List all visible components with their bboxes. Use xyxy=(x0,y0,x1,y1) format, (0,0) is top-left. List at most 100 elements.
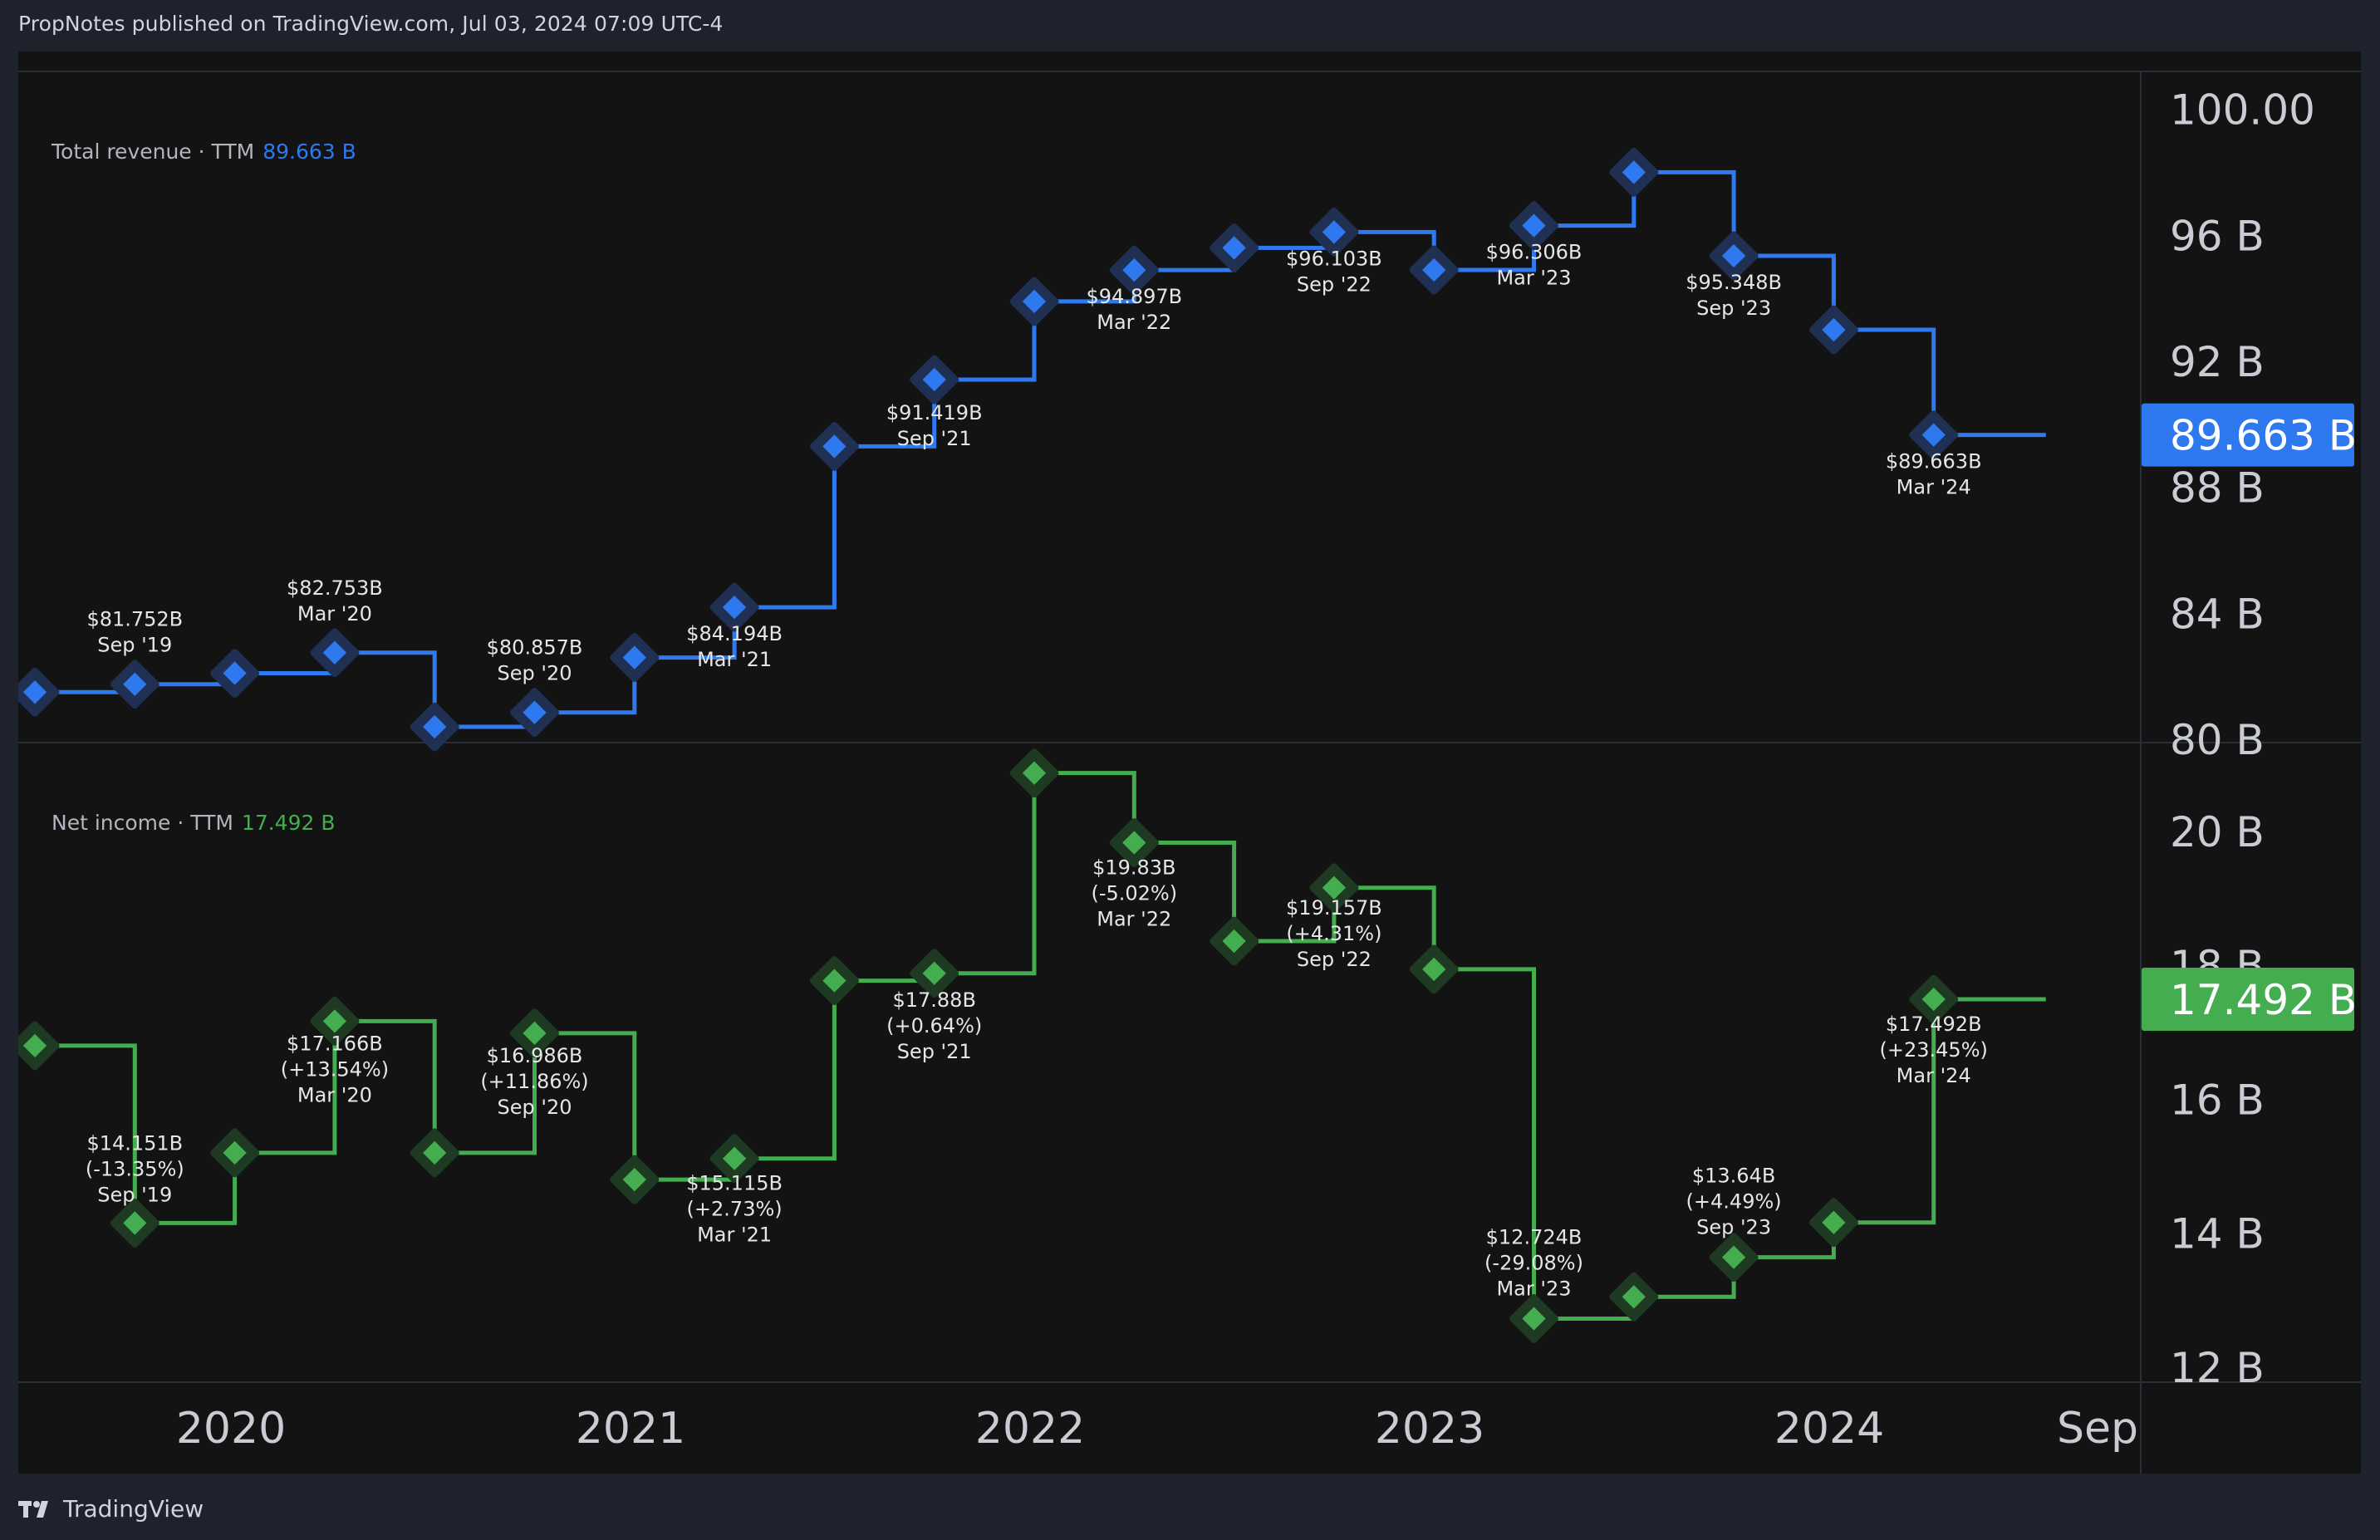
data-point-marker[interactable] xyxy=(1822,1210,1846,1234)
data-point-marker[interactable] xyxy=(523,700,547,724)
data-label: (+13.54%) xyxy=(281,1057,389,1081)
data-point-marker[interactable] xyxy=(1222,236,1246,260)
data-point-marker[interactable] xyxy=(423,1140,447,1165)
data-point-marker[interactable] xyxy=(1822,317,1846,342)
data-label: (+11.86%) xyxy=(480,1070,588,1093)
data-point-marker[interactable] xyxy=(1022,289,1047,314)
series-step-line[interactable] xyxy=(18,771,2046,1321)
data-label: Sep '20 xyxy=(498,1096,572,1119)
data-label: Mar '21 xyxy=(697,1224,772,1247)
data-point-marker[interactable] xyxy=(223,661,247,685)
data-point-marker[interactable] xyxy=(1721,243,1746,268)
net-income-legend-name: Net income · TTM xyxy=(52,811,233,835)
time-axis[interactable]: 2020 2021 2022 2023 2024 Sep xyxy=(176,1404,2138,1454)
data-point-marker[interactable] xyxy=(822,434,846,459)
last-value-tag[interactable] xyxy=(2142,968,2354,1032)
data-label: $13.64B xyxy=(1692,1165,1775,1188)
price-axis-tick[interactable]: 88 B xyxy=(2170,464,2265,513)
data-label: Mar '24 xyxy=(1897,476,1971,499)
data-point-marker[interactable] xyxy=(922,367,946,392)
data-point-marker[interactable] xyxy=(523,1021,547,1045)
price-axis-tick[interactable]: 100.00 xyxy=(2170,86,2315,135)
time-axis-tick[interactable]: 2020 xyxy=(176,1404,286,1454)
data-point-marker[interactable] xyxy=(1122,257,1146,282)
data-point-marker[interactable] xyxy=(722,1146,747,1170)
data-label: Sep '21 xyxy=(897,1040,972,1063)
net-income-legend[interactable]: Net income · TTM 17.492 B xyxy=(52,811,336,835)
price-axis-tick[interactable]: 80 B xyxy=(2170,716,2265,764)
data-label: $84.194B xyxy=(686,622,783,645)
data-point-marker[interactable] xyxy=(822,969,846,993)
chart-frame[interactable]: $81.752B Sep '19 $82.753B Mar '20 $80.857B Se… xyxy=(18,51,2361,1474)
data-label: Mar '20 xyxy=(297,602,372,625)
data-point-marker[interactable] xyxy=(1422,257,1446,282)
time-axis-tick[interactable]: 2021 xyxy=(576,1404,685,1454)
data-point-marker[interactable] xyxy=(1622,160,1646,184)
data-point-marker[interactable] xyxy=(1222,929,1246,954)
data-point-marker[interactable] xyxy=(1322,875,1347,900)
data-point-marker[interactable] xyxy=(123,672,147,696)
data-label: Mar '22 xyxy=(1097,311,1171,334)
footer-brand-label: TradingView xyxy=(63,1495,204,1523)
data-point-marker[interactable] xyxy=(1022,761,1047,785)
net-income-pane[interactable]: $14.151B(-13.35%) Sep '19 $17.166B(+13.54%… xyxy=(18,748,2046,1345)
data-point-marker[interactable] xyxy=(1422,957,1446,982)
data-point-marker[interactable] xyxy=(322,640,347,665)
footer-brand[interactable]: TradingView xyxy=(18,1495,204,1523)
publish-header: PropNotes published on TradingView.com, … xyxy=(18,12,724,36)
data-point-marker[interactable] xyxy=(1522,213,1546,238)
data-label: Sep '23 xyxy=(1696,1216,1771,1239)
time-axis-tick[interactable]: 2024 xyxy=(1774,1404,1884,1454)
data-point-marker[interactable] xyxy=(1921,987,1946,1012)
data-label: $81.752B xyxy=(86,608,183,631)
data-point-marker[interactable] xyxy=(1522,1307,1546,1331)
data-point-marker[interactable] xyxy=(123,1211,147,1235)
data-label: (+4.49%) xyxy=(1686,1190,1782,1214)
data-label: $96.306B xyxy=(1486,241,1583,264)
data-label: $80.857B xyxy=(487,636,583,660)
data-point-marker[interactable] xyxy=(223,1140,247,1165)
data-label: $19.83B xyxy=(1092,856,1175,880)
data-label: Mar '20 xyxy=(297,1083,372,1106)
time-axis-tick[interactable]: Sep xyxy=(2057,1404,2138,1454)
data-label: $96.103B xyxy=(1286,247,1382,270)
data-point-marker[interactable] xyxy=(322,1009,347,1033)
data-point-marker[interactable] xyxy=(423,714,447,739)
time-axis-tick[interactable]: 2023 xyxy=(1375,1404,1484,1454)
data-label: Sep '23 xyxy=(1696,297,1771,320)
data-point-marker[interactable] xyxy=(1322,220,1347,244)
tradingview-logo-icon xyxy=(18,1500,48,1518)
data-point-marker[interactable] xyxy=(622,1167,646,1192)
price-axis-tick[interactable]: 96 B xyxy=(2170,212,2265,260)
data-label: $16.986B xyxy=(487,1044,583,1067)
revenue-legend[interactable]: Total revenue · TTM 89.663 B xyxy=(52,140,356,164)
time-axis-tick[interactable]: 2022 xyxy=(975,1404,1085,1454)
data-point-marker[interactable] xyxy=(622,645,646,669)
data-point-marker[interactable] xyxy=(1122,831,1146,855)
data-point-marker[interactable] xyxy=(22,1033,47,1057)
data-label: $17.492B xyxy=(1886,1013,1982,1036)
data-label: (+0.64%) xyxy=(886,1014,982,1037)
price-axis-tick[interactable]: 84 B xyxy=(2170,590,2265,638)
data-point-marker[interactable] xyxy=(722,595,747,620)
data-point-marker[interactable] xyxy=(1622,1285,1646,1309)
price-axis-tick[interactable]: 12 B xyxy=(2170,1344,2265,1392)
data-point-marker[interactable] xyxy=(1721,1245,1746,1269)
data-point-marker[interactable] xyxy=(22,680,47,704)
data-point-marker[interactable] xyxy=(922,961,946,985)
price-axis-tick[interactable]: 20 B xyxy=(2170,808,2265,856)
data-label: $17.88B xyxy=(892,988,975,1012)
data-label: $89.663B xyxy=(1886,450,1982,473)
data-label: Sep '22 xyxy=(1297,948,1372,971)
price-axis-tick[interactable]: 16 B xyxy=(2170,1076,2265,1124)
data-label: $94.897B xyxy=(1086,285,1182,308)
data-point-marker[interactable] xyxy=(1921,423,1946,447)
price-axis-tick[interactable]: 14 B xyxy=(2170,1210,2265,1258)
data-label: (-5.02%) xyxy=(1091,882,1177,905)
revenue-legend-name: Total revenue · TTM xyxy=(52,140,255,164)
last-value-tag[interactable] xyxy=(2142,403,2354,467)
price-axis-tick[interactable]: 92 B xyxy=(2170,338,2265,386)
